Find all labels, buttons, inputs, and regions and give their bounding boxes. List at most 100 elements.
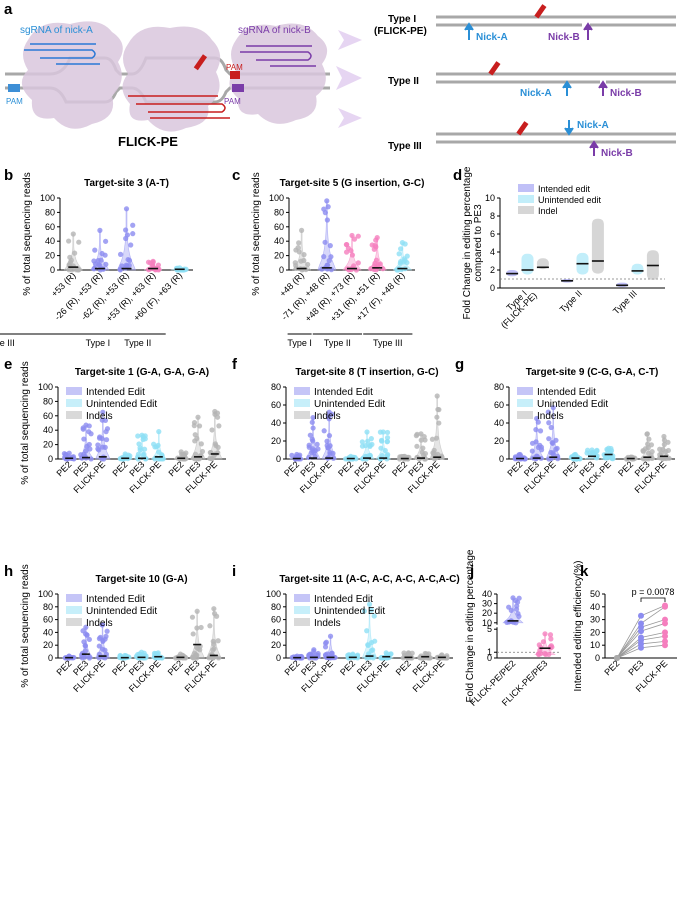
y-tick-label: 0 <box>595 653 600 663</box>
sgrna-nick-a-lines <box>24 43 100 65</box>
cas9-left-blob <box>21 21 123 129</box>
chart-title: Target-site 1 (G-A, G-A, G-A) <box>75 367 209 378</box>
data-point <box>91 258 97 264</box>
panel-a-letter: a <box>4 1 13 18</box>
type2-nick-a-arrow <box>562 80 572 96</box>
pam-left-box <box>8 84 20 92</box>
data-point <box>198 441 204 447</box>
y-tick-label: 40 <box>274 236 284 246</box>
data-point-max <box>327 633 334 639</box>
data-point <box>321 254 327 260</box>
data-point <box>546 651 552 658</box>
y-axis-label: Intended editing efficiency(%) <box>573 560 584 691</box>
data-point <box>409 650 415 656</box>
y-axis-label: % of total sequencing reads <box>251 172 262 295</box>
panel-letter: b <box>4 167 13 184</box>
data-point-max <box>139 432 145 438</box>
data-point <box>301 252 307 258</box>
data-point <box>365 642 371 648</box>
data-point <box>367 443 373 449</box>
y-tick-label: 40 <box>271 418 281 428</box>
data-point <box>191 423 197 429</box>
y-tick-label: 60 <box>45 222 55 232</box>
data-point <box>295 245 301 251</box>
data-point-max <box>83 422 89 428</box>
data-point <box>194 625 200 631</box>
group-label: Type III <box>0 338 15 348</box>
legend-label: Indels <box>314 411 341 422</box>
data-point <box>293 262 299 269</box>
data-point <box>665 447 672 454</box>
data-point-max <box>589 447 595 453</box>
type1-nick-b-arrow <box>583 22 593 40</box>
data-point <box>538 455 544 461</box>
data-point <box>296 240 302 246</box>
y-tick-label: 0 <box>499 454 504 464</box>
panel-letter: c <box>232 167 240 184</box>
data-point <box>420 452 427 458</box>
data-point <box>536 642 542 648</box>
data-point <box>100 638 106 644</box>
chart-title: Target-site 11 (A-C, A-C, A-C, A-C,A-C) <box>279 574 459 585</box>
arrow-to-type3-icon <box>338 108 362 128</box>
data-point <box>548 636 554 642</box>
legend-swatch <box>517 387 533 395</box>
data-point-max <box>434 393 440 399</box>
data-point-max <box>542 631 548 637</box>
data-point <box>324 438 330 444</box>
legend-swatch <box>518 206 534 214</box>
data-point-max <box>402 453 408 459</box>
data-point <box>306 442 312 448</box>
type2-nick-b-arrow <box>598 80 608 96</box>
data-point <box>189 614 196 620</box>
data-point <box>66 262 72 268</box>
data-point-max <box>517 451 523 458</box>
pam-mid-box <box>230 71 240 79</box>
data-point-max <box>324 198 330 204</box>
y-tick-label: 0 <box>48 454 53 464</box>
series-point <box>662 633 668 640</box>
data-point-max <box>534 415 540 422</box>
data-point <box>216 423 222 429</box>
series-point <box>638 644 644 651</box>
x-tick-label: -62 (R), +53 (R) <box>79 270 131 322</box>
cas9-middle-blob <box>122 26 221 132</box>
legend-swatch <box>518 184 534 192</box>
series-point <box>638 628 644 635</box>
data-point <box>103 261 109 267</box>
data-point-max <box>418 431 424 437</box>
data-point <box>86 441 92 448</box>
data-point <box>79 650 86 656</box>
data-point-max <box>99 622 106 628</box>
data-point <box>126 455 132 461</box>
group-label: Type I <box>86 338 111 348</box>
data-point-max <box>83 624 89 630</box>
chart-title: Target-site 9 (C-G, G-A, C-T) <box>526 367 659 378</box>
data-point <box>355 260 361 266</box>
y-axis-label-line1: Fold Change in editing percentage <box>462 166 473 319</box>
data-point <box>117 251 124 257</box>
x-tick-label: PE2 <box>336 459 355 478</box>
type3-strands <box>436 132 676 144</box>
pam-right-label: PAM <box>224 97 241 106</box>
y-tick-label: 100 <box>269 193 284 203</box>
data-point <box>355 233 361 239</box>
data-point-max <box>383 650 389 656</box>
x-tick-label: PE2 <box>111 459 130 478</box>
data-point <box>128 242 134 248</box>
y-tick-label: 0 <box>487 653 492 663</box>
data-point <box>210 647 216 653</box>
y-tick-label: 40 <box>45 236 55 246</box>
data-point <box>418 437 424 443</box>
type1-nick-a: Nick-A <box>476 32 508 43</box>
y-tick-label: 20 <box>271 640 281 650</box>
data-point <box>429 436 436 442</box>
x-tick-label: PE2 <box>110 658 129 677</box>
data-point-max <box>606 445 612 451</box>
group-label: Type III <box>373 338 403 348</box>
data-point <box>84 632 90 638</box>
chart-c: c Target-site 5 (G insertion, G-C) 0 20 40 60… <box>232 167 424 348</box>
data-point <box>72 250 78 256</box>
y-axis-label: % of total sequencing reads <box>20 564 31 687</box>
